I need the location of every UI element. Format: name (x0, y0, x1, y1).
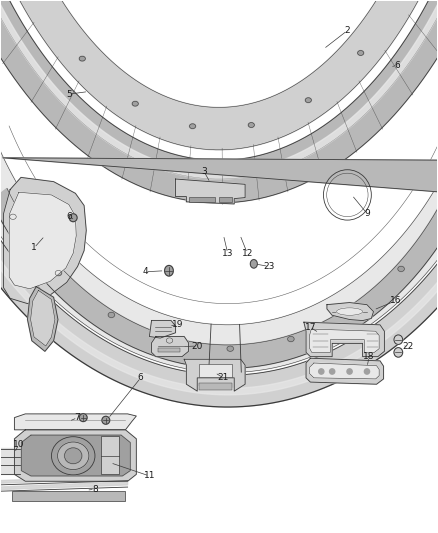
Text: 6: 6 (138, 373, 144, 382)
Text: 9: 9 (364, 209, 370, 218)
Text: 17: 17 (305, 323, 316, 332)
Polygon shape (152, 336, 188, 357)
Text: 20: 20 (191, 342, 203, 351)
Polygon shape (3, 158, 438, 199)
Polygon shape (310, 363, 379, 379)
Ellipse shape (79, 56, 85, 61)
Polygon shape (14, 414, 136, 430)
Polygon shape (306, 358, 384, 384)
Bar (219, 197, 232, 202)
Polygon shape (0, 0, 438, 179)
Ellipse shape (288, 336, 294, 342)
Text: 8: 8 (92, 484, 98, 494)
Text: 21: 21 (218, 373, 229, 382)
Ellipse shape (394, 348, 403, 357)
Text: 18: 18 (364, 352, 375, 361)
Ellipse shape (132, 101, 138, 106)
Ellipse shape (69, 214, 77, 222)
Polygon shape (31, 290, 55, 346)
Ellipse shape (64, 448, 82, 464)
Text: 5: 5 (66, 90, 72, 99)
Polygon shape (0, 448, 20, 474)
Bar (102, 436, 119, 474)
Ellipse shape (10, 214, 16, 220)
Ellipse shape (55, 270, 62, 276)
Text: 4: 4 (142, 268, 148, 276)
Polygon shape (28, 287, 58, 351)
Polygon shape (0, 136, 438, 373)
Bar (188, 197, 215, 202)
Text: 16: 16 (389, 296, 401, 305)
Polygon shape (21, 435, 130, 476)
Ellipse shape (347, 369, 352, 374)
Polygon shape (0, 475, 127, 483)
Ellipse shape (346, 309, 352, 314)
Ellipse shape (398, 266, 404, 271)
Text: 22: 22 (403, 342, 414, 351)
Bar (12, 491, 125, 501)
Polygon shape (0, 482, 127, 490)
Polygon shape (9, 192, 76, 289)
Text: 12: 12 (242, 249, 253, 258)
Polygon shape (4, 177, 86, 304)
Polygon shape (0, 162, 438, 407)
Ellipse shape (190, 124, 196, 128)
Text: 19: 19 (172, 320, 184, 329)
Ellipse shape (394, 335, 403, 344)
Text: 6: 6 (66, 212, 72, 221)
Text: 23: 23 (263, 262, 275, 271)
Text: 1: 1 (31, 244, 37, 253)
Ellipse shape (357, 51, 364, 55)
Ellipse shape (319, 369, 324, 374)
Bar (199, 383, 232, 390)
Bar (158, 348, 180, 352)
Ellipse shape (227, 346, 233, 351)
Text: 7: 7 (74, 413, 81, 422)
Polygon shape (14, 430, 136, 481)
Ellipse shape (108, 312, 115, 318)
Text: 2: 2 (345, 26, 350, 35)
Polygon shape (304, 322, 385, 357)
Ellipse shape (165, 265, 173, 276)
Text: 6: 6 (395, 61, 400, 69)
Polygon shape (0, 189, 438, 368)
Ellipse shape (251, 260, 257, 268)
Ellipse shape (248, 123, 254, 127)
Text: 11: 11 (144, 471, 155, 480)
Ellipse shape (102, 416, 110, 424)
Ellipse shape (329, 369, 335, 374)
Ellipse shape (336, 308, 363, 316)
Ellipse shape (323, 169, 371, 220)
Bar (199, 364, 232, 377)
Text: 3: 3 (201, 166, 207, 175)
Polygon shape (176, 179, 245, 204)
Ellipse shape (57, 442, 89, 470)
Polygon shape (310, 329, 379, 352)
Polygon shape (0, 0, 438, 203)
Ellipse shape (364, 369, 370, 374)
Polygon shape (149, 320, 176, 338)
Polygon shape (184, 359, 245, 391)
Text: 13: 13 (222, 249, 233, 258)
Ellipse shape (79, 414, 87, 422)
Polygon shape (0, 0, 438, 150)
Ellipse shape (305, 98, 311, 102)
Polygon shape (327, 303, 374, 320)
Ellipse shape (166, 338, 173, 343)
Polygon shape (0, 168, 438, 395)
Ellipse shape (51, 437, 95, 475)
Text: 10: 10 (13, 440, 25, 449)
